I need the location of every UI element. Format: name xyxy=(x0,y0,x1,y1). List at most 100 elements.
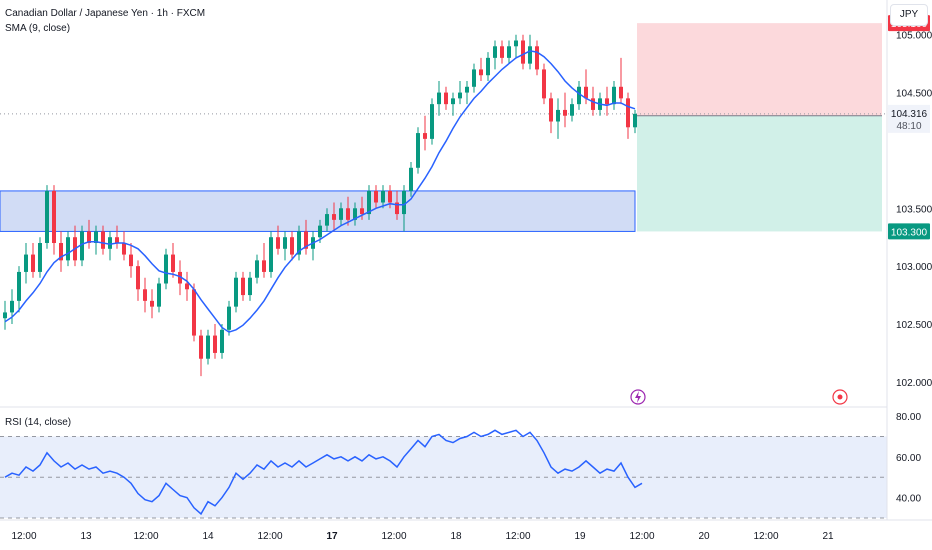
candle-body xyxy=(500,46,504,58)
position-target-zone[interactable] xyxy=(637,23,882,116)
candle[interactable] xyxy=(276,225,280,255)
candle[interactable] xyxy=(626,92,630,139)
candle[interactable] xyxy=(52,185,56,255)
lightning-icon[interactable] xyxy=(630,389,646,405)
rsi-line[interactable] xyxy=(4,429,643,516)
candle[interactable] xyxy=(122,231,126,261)
candle[interactable] xyxy=(283,231,287,261)
candle[interactable] xyxy=(409,162,413,197)
candle[interactable] xyxy=(3,300,7,330)
symbol-title[interactable]: Canadian Dollar / Japanese Yen · 1h · FX… xyxy=(5,8,206,19)
event-marker-icon[interactable] xyxy=(832,389,848,405)
candle[interactable] xyxy=(24,243,28,284)
candle[interactable] xyxy=(171,243,175,278)
candle[interactable] xyxy=(297,225,301,261)
candle-body xyxy=(577,86,581,105)
rsi-legend[interactable]: RSI (14, close) xyxy=(5,417,72,428)
candle[interactable] xyxy=(472,63,476,93)
candle[interactable] xyxy=(206,329,210,365)
candle[interactable] xyxy=(493,40,497,70)
candle-body xyxy=(486,57,490,76)
candle[interactable] xyxy=(66,231,70,267)
candle[interactable] xyxy=(416,127,420,174)
candle[interactable] xyxy=(570,98,574,122)
candle[interactable] xyxy=(143,277,147,313)
candle[interactable] xyxy=(374,185,378,209)
candle[interactable] xyxy=(157,277,161,313)
candle[interactable] xyxy=(31,243,35,278)
candle[interactable] xyxy=(528,34,532,70)
candle[interactable] xyxy=(556,98,560,139)
candle[interactable] xyxy=(192,283,196,342)
candle[interactable] xyxy=(101,225,105,255)
candle[interactable] xyxy=(430,98,434,145)
candle[interactable] xyxy=(353,202,357,226)
candle[interactable] xyxy=(367,185,371,220)
candle[interactable] xyxy=(80,225,84,267)
time-axis-label: 12:00 xyxy=(753,531,778,542)
candle[interactable] xyxy=(514,34,518,58)
candle[interactable] xyxy=(423,115,427,151)
candle[interactable] xyxy=(234,271,238,313)
sma-line[interactable] xyxy=(4,50,636,333)
candle[interactable] xyxy=(136,260,140,301)
candle[interactable] xyxy=(444,86,448,110)
candle[interactable] xyxy=(290,231,294,261)
candle[interactable] xyxy=(38,237,42,278)
candle[interactable] xyxy=(227,300,231,336)
candle[interactable] xyxy=(535,40,539,76)
candle[interactable] xyxy=(500,40,504,64)
candle[interactable] xyxy=(479,57,483,81)
candle[interactable] xyxy=(339,202,343,226)
position-stop-zone[interactable] xyxy=(637,115,882,232)
candle[interactable] xyxy=(220,324,224,359)
candle[interactable] xyxy=(255,254,259,284)
candle[interactable] xyxy=(304,219,308,255)
candle[interactable] xyxy=(458,81,462,105)
sma-legend[interactable]: SMA (9, close) xyxy=(5,23,71,34)
support-zone[interactable] xyxy=(0,190,636,232)
candle[interactable] xyxy=(45,185,49,249)
candle[interactable] xyxy=(521,34,525,70)
events-layer[interactable] xyxy=(630,389,848,405)
candle[interactable] xyxy=(325,208,329,232)
currency-button[interactable]: JPY xyxy=(890,4,928,26)
candle[interactable] xyxy=(577,81,581,110)
candle[interactable] xyxy=(241,271,245,301)
candle[interactable] xyxy=(486,52,490,81)
candle[interactable] xyxy=(262,243,266,278)
candle[interactable] xyxy=(402,185,406,232)
candle[interactable] xyxy=(465,81,469,105)
candle[interactable] xyxy=(332,202,336,232)
candle[interactable] xyxy=(248,271,252,301)
candle[interactable] xyxy=(633,109,637,134)
candle[interactable] xyxy=(87,219,91,249)
candle[interactable] xyxy=(150,289,154,319)
candle[interactable] xyxy=(542,63,546,105)
candle[interactable] xyxy=(619,57,623,105)
candle[interactable] xyxy=(346,196,350,226)
candle[interactable] xyxy=(269,231,273,278)
candle[interactable] xyxy=(437,81,441,116)
candle[interactable] xyxy=(605,86,609,116)
candle[interactable] xyxy=(507,40,511,64)
candle[interactable] xyxy=(199,329,203,377)
candle[interactable] xyxy=(129,243,133,278)
candle[interactable] xyxy=(213,324,217,359)
candle[interactable] xyxy=(10,289,14,324)
candle[interactable] xyxy=(108,231,112,261)
candle[interactable] xyxy=(178,260,182,296)
candle[interactable] xyxy=(549,92,553,134)
candle[interactable] xyxy=(164,248,168,290)
candle[interactable] xyxy=(94,225,98,255)
candle[interactable] xyxy=(185,271,189,301)
candle[interactable] xyxy=(612,81,616,110)
candle[interactable] xyxy=(381,185,385,209)
candle[interactable] xyxy=(17,266,21,313)
candle[interactable] xyxy=(59,231,63,272)
candles-layer[interactable] xyxy=(3,34,637,377)
candle[interactable] xyxy=(451,92,455,116)
candle[interactable] xyxy=(115,225,119,249)
candle[interactable] xyxy=(563,92,567,128)
